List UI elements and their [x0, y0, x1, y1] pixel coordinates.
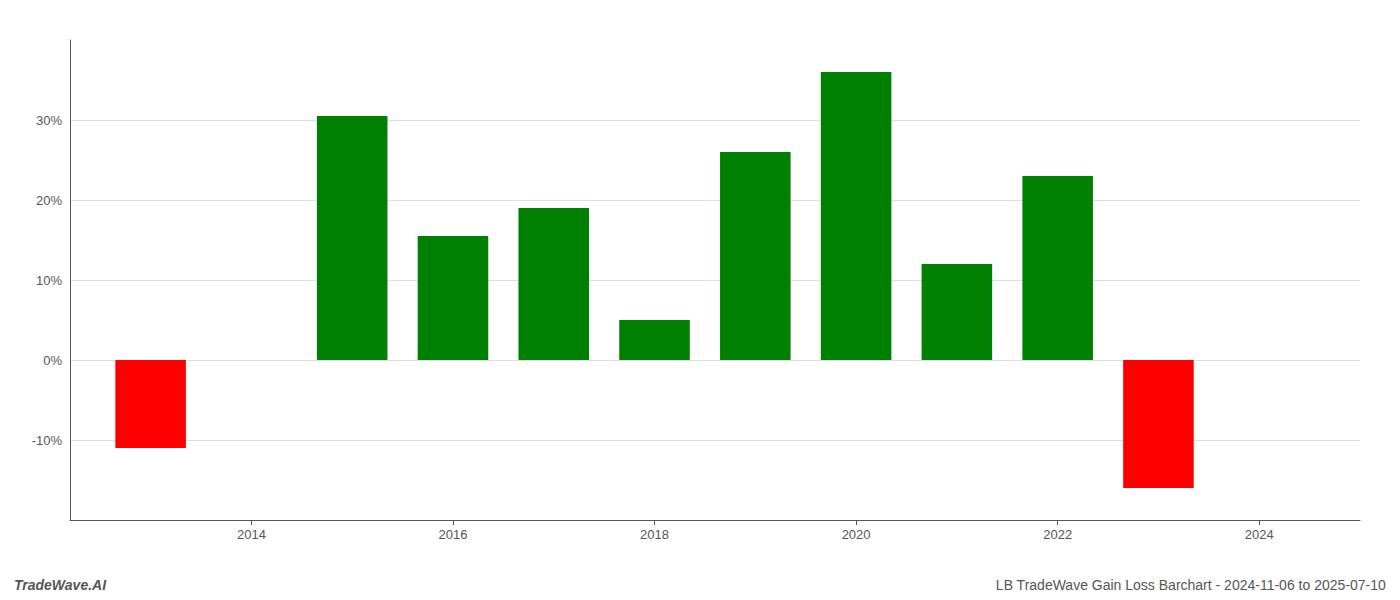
svg-text:TradeWave.AI: TradeWave.AI — [14, 577, 107, 593]
svg-text:30%: 30% — [36, 113, 62, 128]
svg-text:10%: 10% — [36, 273, 62, 288]
svg-text:2022: 2022 — [1043, 527, 1072, 542]
svg-text:2016: 2016 — [439, 527, 468, 542]
svg-text:2014: 2014 — [237, 527, 266, 542]
svg-text:20%: 20% — [36, 193, 62, 208]
svg-text:LB TradeWave Gain Loss Barchar: LB TradeWave Gain Loss Barchart - 2024-1… — [996, 577, 1386, 593]
svg-text:2020: 2020 — [842, 527, 871, 542]
svg-text:-10%: -10% — [32, 433, 63, 448]
svg-text:0%: 0% — [43, 353, 62, 368]
svg-text:2018: 2018 — [640, 527, 669, 542]
svg-text:2024: 2024 — [1245, 527, 1274, 542]
